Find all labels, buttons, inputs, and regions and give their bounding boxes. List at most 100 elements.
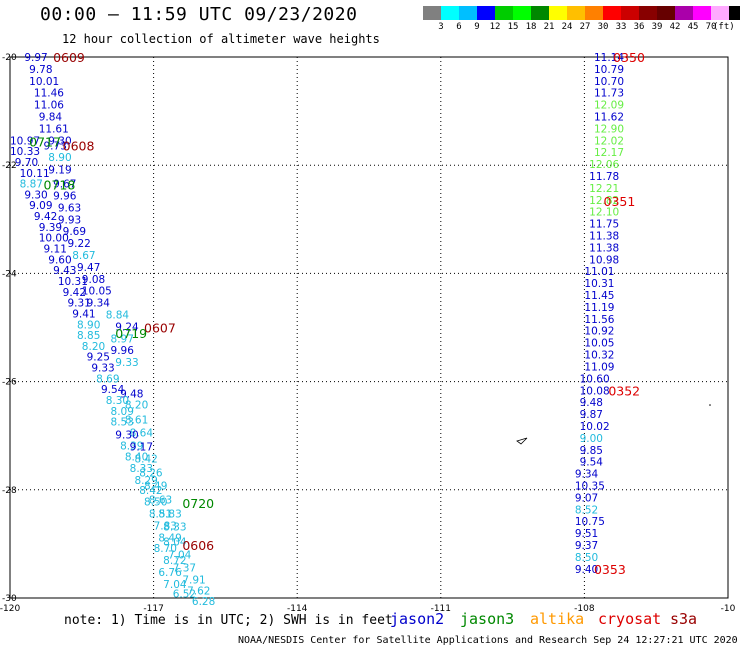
wave-height-value: 8.20 — [125, 399, 148, 411]
wave-height-value: 10.31 — [584, 278, 614, 290]
page-subtitle: 12 hour collection of altimeter wave hei… — [62, 32, 380, 46]
wave-height-value: 9.08 — [82, 274, 105, 286]
wave-height-value: 8.53 — [111, 417, 134, 429]
wave-height-value: 11.73 — [594, 88, 624, 100]
legend-swatch — [675, 6, 693, 20]
wave-height-value: 11.09 — [584, 361, 614, 373]
wave-height-value: 7.83 — [154, 521, 177, 533]
legend-label: 21 — [543, 22, 555, 32]
wave-height-value: 11.06 — [34, 100, 64, 112]
wave-height-value: 11.38 — [589, 242, 619, 254]
legend-swatch — [459, 6, 477, 20]
wave-height-value: 7.91 — [182, 575, 205, 587]
wave-height-value: 9.22 — [67, 238, 90, 250]
wave-height-value: 9.84 — [39, 112, 63, 124]
legend-swatch — [603, 6, 621, 20]
pass-time-label: 0351 — [604, 194, 636, 209]
wave-height-value: 8.90 — [77, 319, 100, 331]
wave-height-value: 9.73 — [44, 141, 67, 153]
wave-height-value: 8.42 — [139, 485, 162, 497]
wave-height-value: 7.37 — [173, 563, 196, 575]
wave-height-value: 9.31 — [67, 298, 90, 310]
wave-height-value: 9.40 — [575, 564, 598, 576]
dot-marker — [709, 404, 711, 406]
wave-height-value: 9.34 — [575, 469, 599, 481]
wave-height-value: 9.54 — [101, 384, 125, 396]
wave-height-value: 9.54 — [580, 457, 604, 469]
wave-height-value: 9.48 — [580, 397, 603, 409]
satellite-cryosat: cryosat — [598, 610, 662, 628]
legend-label: 39 — [651, 22, 663, 32]
wave-height-value: 11.78 — [589, 171, 619, 183]
wave-height-value: 9.63 — [58, 202, 81, 214]
wave-height-value: 10.05 — [82, 286, 112, 298]
wave-height-value: 9.60 — [48, 254, 71, 266]
wave-height-value: 9.19 — [48, 165, 71, 177]
wave-height-value: 8.50 — [575, 552, 598, 564]
legend-label: 70 — [705, 22, 717, 32]
wave-height-value: 12.17 — [594, 147, 624, 159]
wave-height-value: 9.96 — [53, 190, 77, 202]
wave-height-value: 8.72 — [163, 555, 186, 567]
wave-height-value: 12.02 — [594, 135, 624, 147]
legend-swatch — [693, 6, 711, 20]
wave-height-value: 9.78 — [29, 64, 52, 76]
legend-swatch — [729, 6, 740, 20]
wave-height-value: 10.70 — [594, 76, 624, 88]
legend-swatch — [657, 6, 675, 20]
pass-time-label: 0350 — [613, 50, 645, 65]
wave-height-value: 8.97 — [111, 333, 134, 345]
wave-height-value: 10.79 — [594, 64, 624, 76]
legend-swatch — [711, 6, 729, 20]
legend-swatch — [441, 6, 459, 20]
wave-height-value: 8.42 — [134, 453, 157, 465]
wave-height-value: 10.98 — [589, 254, 619, 266]
legend-label: 33 — [615, 22, 627, 32]
wave-height-value: 6.28 — [192, 596, 215, 608]
wave-height-value: 8.09 — [111, 406, 134, 418]
wave-height-value: 8.33 — [130, 463, 153, 475]
legend-label: 36 — [633, 22, 645, 32]
x-tick-label: -117 — [143, 604, 163, 614]
wave-height-value: 10.97 — [10, 135, 40, 147]
wave-height-value: 8.85 — [77, 330, 100, 342]
y-tick-label: -26 — [2, 378, 17, 388]
wave-height-value: 12.09 — [594, 100, 624, 112]
wave-height-value: 9.51 — [575, 528, 598, 540]
wave-height-value: 7.04 — [168, 550, 192, 562]
wave-height-value: 9.39 — [39, 222, 62, 234]
wave-height-value: 11.61 — [39, 123, 69, 135]
wave-height-value: 9.85 — [580, 445, 603, 457]
legend-label: 24 — [561, 22, 573, 32]
wave-height-value: 9.11 — [44, 244, 67, 256]
wave-height-value: 8.50 — [144, 497, 167, 509]
wave-height-value: 9.67 — [53, 179, 76, 191]
x-tick-label: -10 — [721, 604, 736, 614]
wave-height-value: 10.92 — [584, 326, 614, 338]
wave-height-value: 9.70 — [15, 157, 38, 169]
legend-label: 9 — [474, 22, 480, 32]
wave-height-value: 12.90 — [594, 123, 624, 135]
legend-swatch — [513, 6, 531, 20]
legend-label: 3 — [438, 22, 444, 32]
pass-time-label: 0720 — [182, 496, 214, 511]
wave-height-value: 10.33 — [10, 146, 40, 158]
wave-height-value: 9.33 — [115, 357, 138, 369]
wave-height-value: 8.84 — [106, 310, 130, 322]
legend-swatch — [531, 6, 549, 20]
legend-label: 15 — [507, 22, 519, 32]
wave-height-value: 9.47 — [77, 262, 100, 274]
wave-height-value: 12.10 — [589, 207, 619, 219]
wave-height-value: 9.48 — [120, 389, 143, 401]
wave-height-value: 9.37 — [575, 540, 598, 552]
wave-height-value: 8.61 — [125, 414, 148, 426]
wave-height-value: 10.02 — [580, 421, 610, 433]
pass-time-label: 0717 — [29, 134, 61, 149]
wave-height-value: 8.29 — [134, 475, 157, 487]
wave-height-value: 11.38 — [589, 231, 619, 243]
wave-height-value: 7.62 — [187, 585, 210, 597]
wave-height-value: 9.69 — [63, 226, 86, 238]
wave-height-value: 10.60 — [580, 373, 610, 385]
x-tick-label: -108 — [574, 604, 595, 614]
wave-height-value: 8.52 — [575, 504, 598, 516]
